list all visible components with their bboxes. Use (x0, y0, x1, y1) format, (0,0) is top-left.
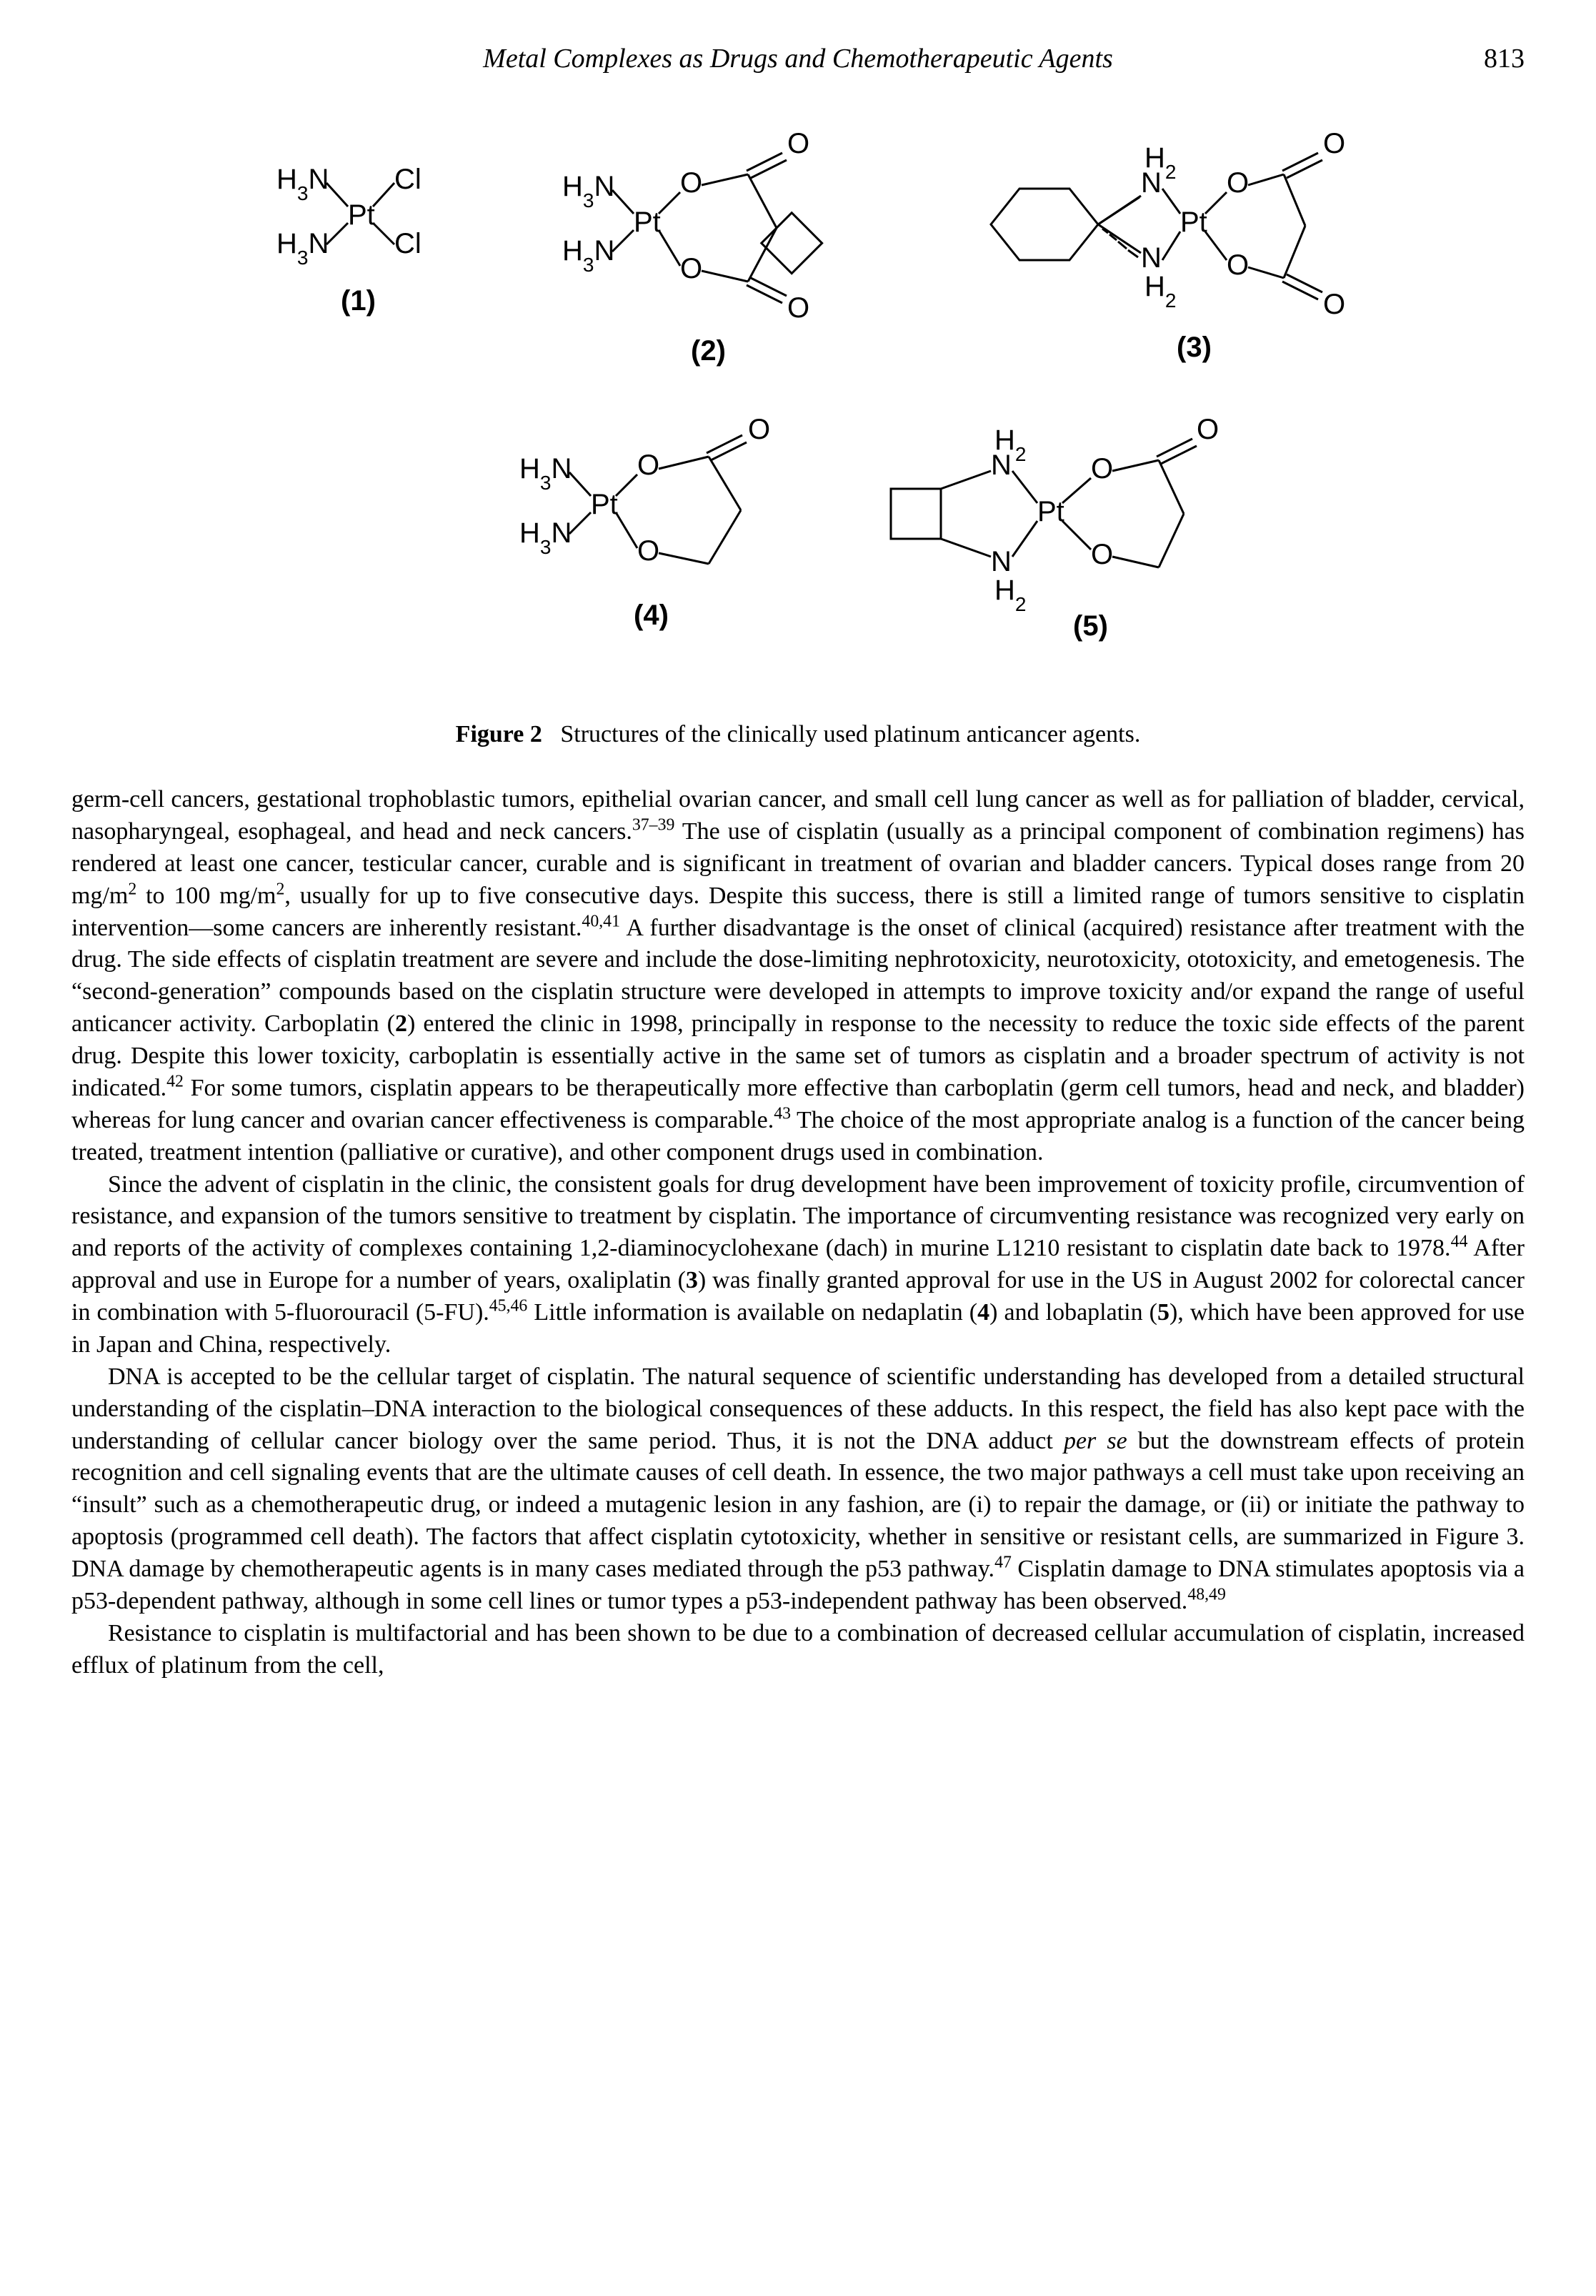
figure-2-caption: Figure 2 Structures of the clinically us… (71, 721, 1525, 748)
svg-text:(1): (1) (341, 285, 376, 317)
svg-text:(4): (4) (634, 600, 669, 631)
svg-text:(5): (5) (1073, 610, 1108, 642)
page-number: 813 (1484, 43, 1525, 74)
svg-text:O: O (680, 167, 702, 199)
svg-text:H3N: H3N (519, 517, 572, 558)
svg-text:O: O (1197, 414, 1219, 445)
paragraph-1: germ-cell cancers, gestational trophobla… (71, 784, 1525, 1169)
svg-text:H2: H2 (1144, 271, 1176, 312)
svg-text:O: O (1323, 128, 1345, 159)
svg-text:Pt: Pt (1180, 207, 1207, 238)
figure-2: H3N H3N Cl Cl Pt (1) H3N H3N Pt O O (71, 110, 1525, 748)
svg-text:N: N (991, 546, 1012, 577)
svg-text:H3N: H3N (562, 235, 614, 276)
svg-text:O: O (637, 535, 659, 567)
svg-text:Pt: Pt (634, 207, 661, 238)
svg-text:(3): (3) (1177, 332, 1212, 363)
svg-text:Cl: Cl (394, 164, 422, 195)
svg-text:N: N (1141, 242, 1162, 274)
figure-label: Figure 2 (456, 721, 542, 747)
svg-text:O: O (787, 292, 809, 324)
svg-text:O: O (1091, 539, 1113, 570)
svg-text:Pt: Pt (348, 199, 375, 231)
svg-text:O: O (748, 414, 770, 445)
svg-text:O: O (787, 128, 809, 159)
svg-text:O: O (1323, 289, 1345, 320)
svg-text:Cl: Cl (394, 228, 422, 259)
paragraph-4: Resistance to cisplatin is multifactoria… (71, 1618, 1525, 1682)
running-title: Metal Complexes as Drugs and Chemotherap… (483, 44, 1113, 74)
svg-text:O: O (637, 449, 659, 481)
svg-text:(2): (2) (691, 335, 726, 367)
svg-text:O: O (680, 253, 702, 284)
figure-2-svg: H3N H3N Cl Cl Pt (1) H3N H3N Pt O O (191, 110, 1405, 696)
figure-caption-text: Structures of the clinically used platin… (560, 721, 1140, 747)
paragraph-2: Since the advent of cisplatin in the cli… (71, 1169, 1525, 1361)
body-text: germ-cell cancers, gestational trophobla… (71, 784, 1525, 1682)
svg-text:O: O (1227, 249, 1249, 281)
svg-text:O: O (1227, 167, 1249, 199)
svg-text:O: O (1091, 453, 1113, 484)
svg-text:H3N: H3N (276, 164, 329, 204)
svg-text:H3N: H3N (519, 453, 572, 494)
svg-text:Pt: Pt (591, 489, 618, 520)
paragraph-3: DNA is accepted to be the cellular targe… (71, 1361, 1525, 1618)
svg-text:H2: H2 (994, 575, 1026, 615)
running-header: Metal Complexes as Drugs and Chemotherap… (71, 43, 1525, 74)
svg-text:Pt: Pt (1037, 496, 1064, 527)
svg-text:H3N: H3N (562, 171, 614, 212)
svg-text:H3N: H3N (276, 228, 329, 269)
